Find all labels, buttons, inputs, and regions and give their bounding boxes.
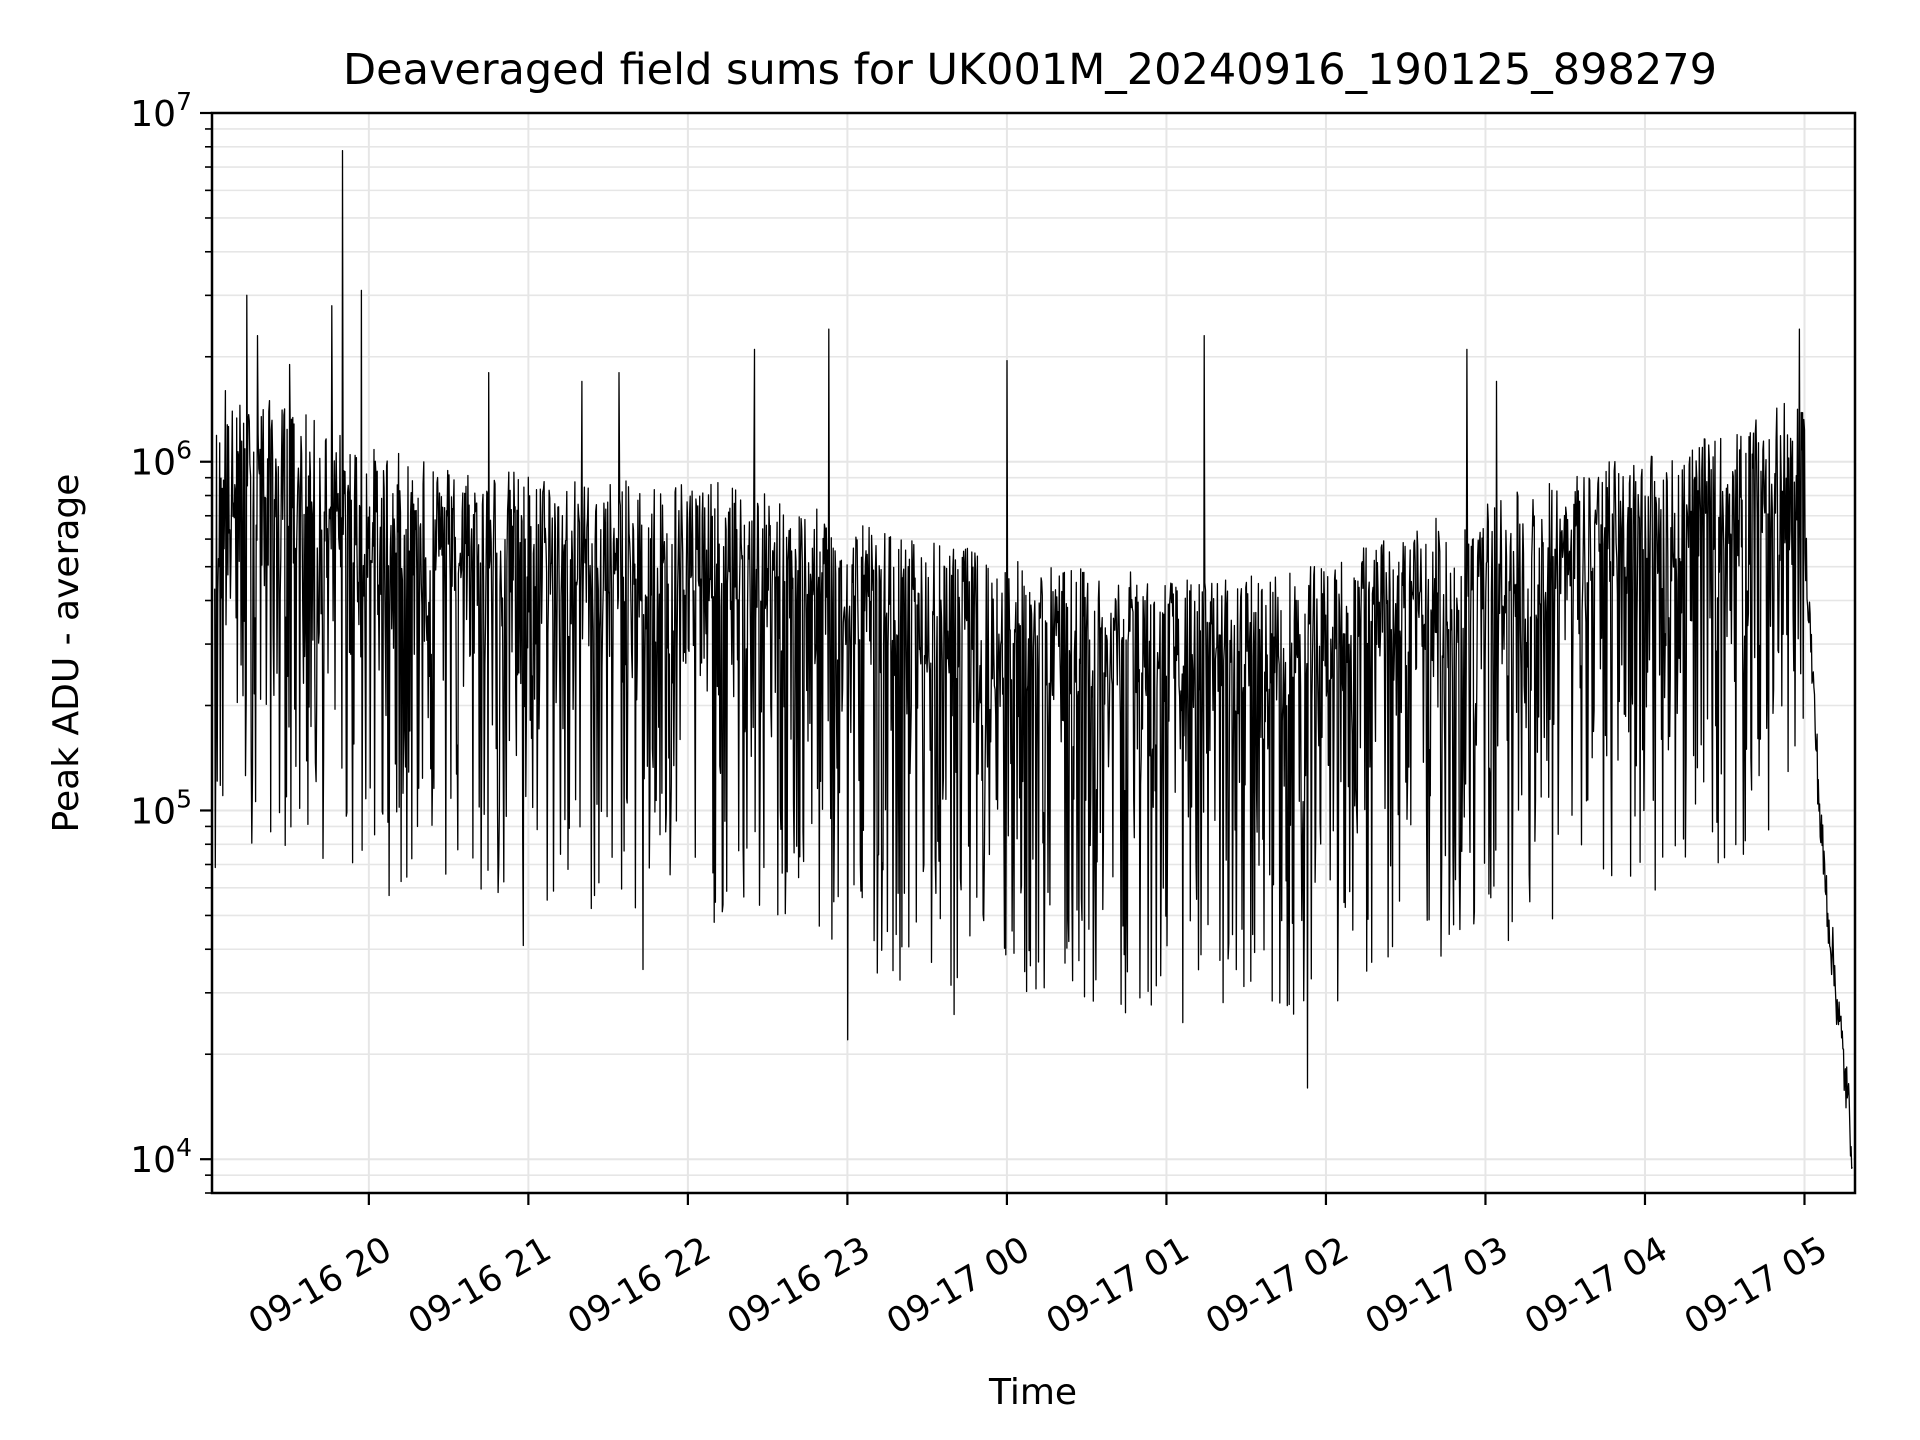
y-axis-label: Peak ADU - average xyxy=(46,474,87,833)
y-tick-label: 106 xyxy=(130,436,192,484)
y-tick-base: 10 xyxy=(130,791,176,832)
axes-frame xyxy=(210,111,1857,1195)
y-tick-base: 10 xyxy=(130,94,176,135)
series-line xyxy=(214,149,1853,1170)
plot-data xyxy=(214,149,1853,1170)
y-tick-base: 10 xyxy=(130,443,176,484)
y-tick-label: 104 xyxy=(130,1133,192,1181)
y-tick-exponent: 4 xyxy=(176,1133,192,1162)
chart-title: Deaveraged field sums for UK001M_2024091… xyxy=(343,45,1717,95)
y-tick-exponent: 5 xyxy=(176,784,192,813)
y-tick-exponent: 7 xyxy=(176,87,192,116)
y-tick-base: 10 xyxy=(130,1140,176,1181)
y-tick-label: 107 xyxy=(130,87,192,135)
y-tick-exponent: 6 xyxy=(176,436,192,465)
y-tick-label: 105 xyxy=(130,784,192,832)
x-axis-label: Time xyxy=(988,1372,1077,1413)
